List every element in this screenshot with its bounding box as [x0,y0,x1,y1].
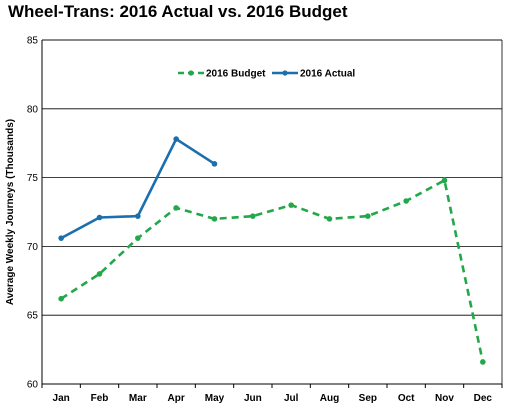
y-tick-label-2: 70 [27,242,39,253]
point-2016-budget-jun [250,213,256,219]
point-2016-actual-mar [135,213,141,219]
point-2016-budget-oct [403,198,409,204]
legend-label-2016-actual: 2016 Actual [300,69,355,80]
x-tick-label-feb: Feb [91,393,109,404]
x-tick-label-dec: Dec [474,393,493,404]
point-2016-budget-apr [173,205,179,211]
y-tick-label-1: 65 [27,311,39,322]
point-2016-budget-may [211,216,218,222]
x-tick-label-oct: Oct [398,393,415,404]
y-axis-label: Average Weekly Journeys (Thousands) [5,119,16,305]
point-2016-budget-sep [365,213,371,219]
x-tick-label-jul: Jul [284,393,299,404]
legend-marker-2016-budget [188,70,194,76]
point-2016-actual-feb [96,214,103,221]
x-tick-label-aug: Aug [320,393,339,404]
point-2016-actual-may [211,161,218,167]
x-tick-label-jan: Jan [53,393,70,404]
point-2016-budget-nov [441,177,448,184]
y-tick-label-3: 75 [27,173,39,184]
series-line-2016-actual [60,137,216,240]
x-tick-label-apr: Apr [168,393,185,404]
y-tick-label-5: 85 [27,36,39,47]
y-tick-label-4: 80 [27,104,39,115]
x-tick-label-nov: Nov [435,393,454,404]
point-2016-actual-jan [58,235,64,241]
point-2016-budget-jul [288,202,294,208]
chart-title: Wheel-Trans: 2016 Actual vs. 2016 Budget [8,2,348,21]
point-2016-budget-mar [135,235,141,241]
x-tick-label-may: May [205,393,225,404]
y-tick-label-0: 60 [27,380,39,391]
x-tick-label-jun: Jun [244,393,262,404]
point-2016-budget-dec [480,359,486,365]
point-2016-budget-aug [326,216,333,222]
x-tick-label-sep: Sep [359,393,377,404]
x-tick-label-mar: Mar [129,393,147,404]
point-2016-actual-apr [173,136,179,142]
series-line-2016-budget [60,179,485,363]
point-2016-budget-jan [58,295,64,302]
point-2016-budget-feb [96,271,103,277]
legend-marker-2016-actual [282,70,288,76]
legend-label-2016-budget: 2016 Budget [206,69,266,80]
